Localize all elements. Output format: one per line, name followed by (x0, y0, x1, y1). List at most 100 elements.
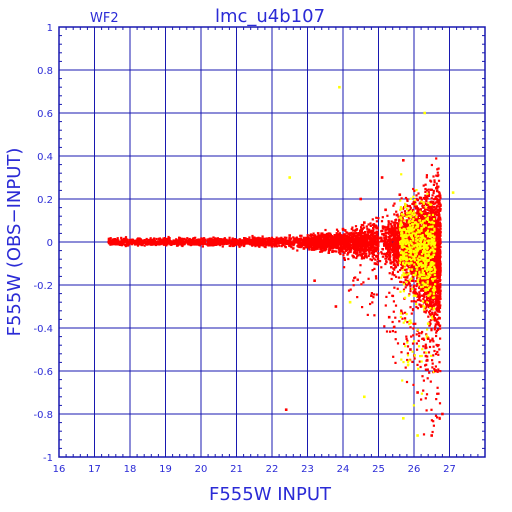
data-point (425, 176, 428, 179)
data-point (435, 334, 438, 338)
data-point (394, 304, 398, 307)
data-point (237, 244, 240, 247)
data-point (274, 244, 277, 247)
y-tick-label: 0.2 (37, 195, 53, 206)
data-point (360, 227, 363, 230)
data-point (439, 327, 442, 330)
data-point (373, 234, 376, 237)
data-point (416, 363, 419, 366)
data-point (435, 234, 438, 237)
data-point (136, 244, 140, 247)
data-point (439, 262, 442, 265)
data-point (422, 345, 425, 348)
data-point (389, 238, 392, 241)
data-point (361, 252, 364, 255)
data-point (122, 237, 126, 240)
data-point (435, 331, 438, 334)
data-point (375, 230, 378, 233)
data-point (414, 322, 417, 325)
data-point (311, 248, 314, 251)
data-point (359, 231, 362, 234)
data-point (328, 249, 331, 252)
data-point (354, 225, 358, 228)
data-point (434, 301, 438, 304)
data-point (387, 221, 390, 224)
data-point (384, 232, 387, 235)
data-point (405, 337, 408, 340)
data-point (352, 279, 355, 282)
data-point (429, 282, 432, 285)
x-tick-label: 23 (301, 464, 314, 475)
data-point (386, 214, 389, 217)
data-point (377, 244, 380, 248)
data-point (384, 255, 387, 258)
data-point (424, 368, 427, 371)
data-point (109, 243, 112, 246)
data-point (300, 245, 303, 248)
data-point (331, 250, 334, 253)
data-point (412, 383, 415, 386)
data-point (152, 238, 155, 241)
data-point (278, 237, 281, 240)
data-point (433, 319, 436, 322)
data-point (385, 295, 388, 298)
data-point (397, 257, 400, 260)
data-point (377, 242, 380, 245)
data-point (269, 238, 272, 241)
data-point (433, 248, 436, 251)
x-tick-label: 24 (337, 464, 350, 475)
data-point (403, 342, 406, 345)
data-point (395, 275, 398, 278)
data-point (318, 245, 321, 248)
data-point (439, 370, 442, 373)
data-point (390, 234, 393, 237)
data-point (263, 245, 266, 248)
data-point (405, 380, 409, 384)
data-point (283, 239, 286, 242)
data-point (418, 293, 421, 296)
data-point (366, 233, 370, 236)
data-point (424, 207, 427, 210)
y-tick-label: -0.8 (33, 410, 53, 421)
data-point (124, 236, 128, 239)
data-point (436, 370, 439, 373)
data-point (209, 238, 212, 241)
data-point (415, 285, 418, 288)
data-point (435, 398, 438, 401)
data-point (389, 222, 392, 226)
data-point (413, 229, 416, 232)
data-point (435, 313, 438, 316)
data-point (114, 243, 117, 246)
data-point (406, 204, 409, 207)
data-point (406, 321, 409, 324)
data-point (436, 297, 439, 300)
data-point (425, 309, 428, 312)
data-point (338, 232, 342, 235)
data-point (435, 307, 438, 310)
data-point (195, 241, 198, 244)
data-point (431, 359, 434, 362)
data-point (284, 246, 287, 249)
data-point (285, 236, 288, 239)
data-point (421, 231, 424, 234)
data-point (404, 366, 407, 369)
data-point (380, 266, 383, 269)
data-point (360, 257, 363, 260)
data-point (338, 243, 341, 246)
data-point (430, 284, 433, 287)
data-point (430, 408, 433, 411)
data-point (392, 310, 395, 313)
data-point (439, 337, 442, 340)
data-point (394, 316, 397, 319)
data-point (381, 216, 384, 219)
data-point (431, 282, 434, 285)
data-point (389, 247, 392, 250)
data-point (254, 245, 257, 248)
data-point (351, 241, 355, 244)
data-point (431, 362, 434, 365)
data-point (306, 234, 309, 237)
data-point (419, 248, 422, 251)
data-point (438, 200, 441, 203)
data-point (433, 368, 436, 371)
data-point (437, 198, 440, 201)
